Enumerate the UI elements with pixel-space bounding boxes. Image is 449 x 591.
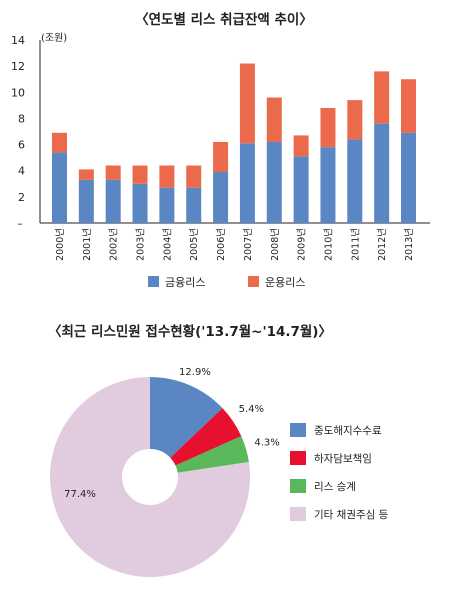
x-tick-label: 2009년 xyxy=(297,228,308,261)
bar-series xyxy=(52,63,416,223)
y-axis-unit: (조원) xyxy=(41,32,67,44)
legend-label: 운용리스 xyxy=(265,276,305,289)
x-tick-label: 2012년 xyxy=(377,228,388,261)
pie-legend-label: 중도해지수수료 xyxy=(314,424,382,437)
bar-finance-lease xyxy=(401,132,416,223)
x-tick-label: 2000년 xyxy=(55,228,66,261)
bar-finance-lease xyxy=(132,183,148,223)
y-tick-label: 10 xyxy=(11,86,25,99)
legend-swatch xyxy=(248,276,259,287)
bar-operating-lease xyxy=(320,107,336,148)
bar-operating-lease xyxy=(132,165,148,184)
pie-value-label: 5.4% xyxy=(239,404,264,415)
x-tick-label: 2006년 xyxy=(216,228,227,261)
bar-operating-lease xyxy=(374,71,390,124)
pie-value-labels: 12.9% 5.4% 4.3% 77.4% xyxy=(64,367,280,500)
pie-slice xyxy=(150,377,223,458)
pie-slice xyxy=(175,436,249,473)
bar-finance-lease xyxy=(320,147,336,223)
bar-legend: 금융리스 운용리스 xyxy=(148,276,305,289)
x-axis-labels: 2000년 2001년 2002년 2003년 2004년 2005년 2006년 2007년… xyxy=(55,228,415,261)
x-tick-label: 2011년 xyxy=(350,228,361,261)
pie-chart: 〈최근 리스민원 접수현황('13.7월~'14.7월)〉 12.9% 5.4% 4… xyxy=(48,323,389,577)
y-tick-label: 2 xyxy=(18,191,25,204)
bar-operating-lease xyxy=(239,63,255,144)
pie-legend-swatch xyxy=(290,479,306,493)
legend-swatch xyxy=(148,276,159,287)
y-tick-label: 14 xyxy=(11,34,25,47)
bar-operating-lease xyxy=(293,135,309,157)
bar-operating-lease xyxy=(266,97,282,142)
pie-slices xyxy=(49,377,251,577)
y-tick-label: 4 xyxy=(18,165,25,178)
pie-legend-label: 기타 채권주심 등 xyxy=(314,509,389,521)
bar-operating-lease xyxy=(159,165,175,188)
pie-slice xyxy=(170,408,242,466)
x-tick-label: 2007년 xyxy=(243,228,254,261)
pie-chart-title: 〈최근 리스민원 접수현황('13.7월~'14.7월)〉 xyxy=(48,323,332,340)
bar-operating-lease xyxy=(105,165,121,180)
pie-legend-swatch xyxy=(290,451,306,465)
bar-finance-lease xyxy=(186,187,202,223)
pie-legend-label: 하자담보책임 xyxy=(314,452,372,465)
bar-finance-lease xyxy=(78,179,94,223)
y-tick-label: 12 xyxy=(11,60,25,73)
x-tick-label: 2004년 xyxy=(162,228,173,261)
x-tick-label: 2001년 xyxy=(82,228,93,261)
pie-legend-swatch xyxy=(290,507,306,521)
bar-chart-title: 〈연도별 리스 취급잔액 추이〉 xyxy=(135,11,313,28)
x-tick-label: 2008년 xyxy=(270,228,281,261)
x-tick-label: 2003년 xyxy=(136,228,147,261)
pie-legend-swatch xyxy=(290,423,306,437)
bar-operating-lease xyxy=(186,165,202,188)
x-tick-label: 2005년 xyxy=(189,228,200,261)
bar-finance-lease xyxy=(159,187,175,223)
bar-finance-lease xyxy=(374,123,390,223)
bar-operating-lease xyxy=(213,141,229,173)
pie-value-label: 12.9% xyxy=(179,367,211,378)
bar-operating-lease xyxy=(401,79,416,133)
y-tick-label: 8 xyxy=(18,112,25,125)
bar-finance-lease xyxy=(266,141,282,223)
bar-finance-lease xyxy=(52,152,67,223)
pie-value-label: 77.4% xyxy=(64,489,96,500)
y-axis-ticks: – 2 4 6 8 10 12 14 xyxy=(11,34,430,230)
y-tick-label: 6 xyxy=(18,139,25,152)
bar-operating-lease xyxy=(347,100,363,140)
legend-label: 금융리스 xyxy=(165,276,205,289)
bar-finance-lease xyxy=(213,172,229,223)
x-tick-label: 2010년 xyxy=(323,228,334,261)
pie-value-label: 4.3% xyxy=(254,438,279,449)
bar-finance-lease xyxy=(293,156,309,223)
bar-finance-lease xyxy=(105,179,121,223)
y-tick-label-zero: – xyxy=(17,217,23,230)
bar-operating-lease xyxy=(78,169,94,180)
x-tick-label: 2002년 xyxy=(109,228,120,261)
bar-finance-lease xyxy=(239,143,255,223)
bar-finance-lease xyxy=(347,139,363,223)
bar-operating-lease xyxy=(52,132,67,153)
x-tick-label: 2013년 xyxy=(404,228,415,261)
pie-slice xyxy=(49,377,251,577)
pie-legend-label: 리스 승계 xyxy=(314,481,356,493)
